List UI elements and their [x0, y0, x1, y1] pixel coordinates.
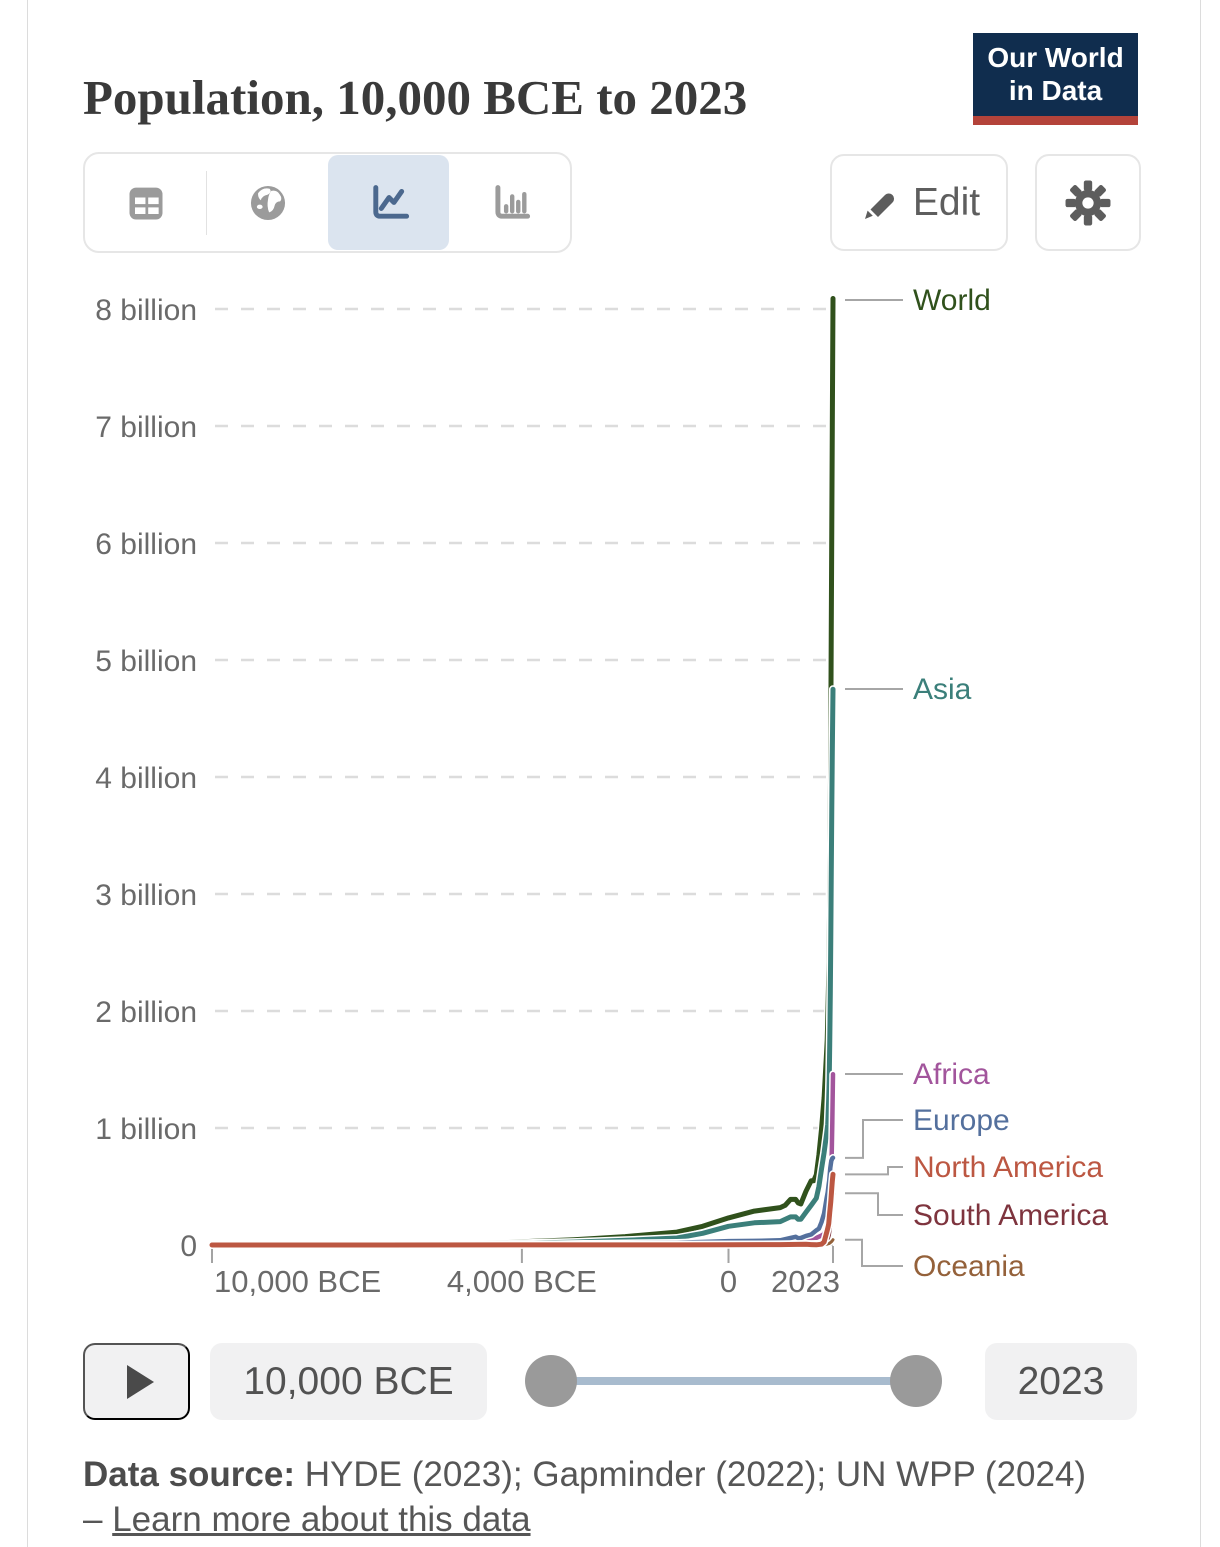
y-axis-label: 0 [180, 1230, 197, 1263]
series-line-africa[interactable] [209, 1071, 836, 1248]
y-axis-label: 4 billion [95, 762, 197, 795]
series-line-casing [208, 1170, 837, 1249]
label-connector [845, 1192, 903, 1216]
page-right-border [1200, 0, 1201, 1547]
timeline-end-year[interactable]: 2023 [985, 1343, 1137, 1420]
data-source-text: HYDE (2023); Gapminder (2022); UN WPP (2… [83, 1455, 1087, 1539]
x-axis-label: 4,000 BCE [447, 1264, 597, 1299]
series-line-asia[interactable] [209, 686, 836, 1248]
series-line-world[interactable] [209, 296, 836, 1247]
toolbar-divider [206, 170, 207, 235]
table-grid-icon [124, 181, 168, 225]
series-line-north-america[interactable] [209, 1171, 836, 1248]
series-label-africa[interactable]: Africa [913, 1058, 990, 1091]
timeline-end-label: 2023 [1017, 1359, 1105, 1403]
globe-icon [246, 181, 290, 225]
y-axis-label: 7 billion [95, 411, 197, 444]
x-axis-label: 2023 [771, 1264, 840, 1299]
play-button[interactable] [83, 1343, 190, 1420]
series-label-south-america[interactable]: South America [913, 1199, 1108, 1232]
edit-button[interactable]: Edit [830, 154, 1008, 251]
timeline-start-year[interactable]: 10,000 BCE [210, 1343, 487, 1420]
view-switcher-toolbar [83, 152, 572, 253]
x-axis-label: 10,000 BCE [214, 1264, 381, 1299]
series-label-world[interactable]: World [913, 284, 991, 317]
line-chart-icon [367, 181, 411, 225]
series-label-north-america[interactable]: North America [913, 1151, 1103, 1184]
data-source-label: Data source: [83, 1455, 296, 1494]
data-source-note: Data source: HYDE (2023); Gapminder (202… [83, 1452, 1088, 1542]
series-label-oceania[interactable]: Oceania [913, 1250, 1025, 1283]
y-axis-label: 3 billion [95, 879, 197, 912]
series-line-casing [208, 685, 837, 1249]
timeline-track[interactable] [551, 1377, 916, 1385]
learn-more-link[interactable]: Learn more about this data [112, 1500, 531, 1539]
timeline-start-handle[interactable] [525, 1355, 577, 1407]
y-axis-label: 2 billion [95, 996, 197, 1029]
series-line-casing [208, 1154, 837, 1249]
series-line-casing [208, 1070, 837, 1249]
owid-logo-line2: in Data [1008, 75, 1103, 106]
timeline-end-handle[interactable] [890, 1355, 942, 1407]
y-axis-label: 5 billion [95, 645, 197, 678]
series-label-asia[interactable]: Asia [913, 673, 972, 706]
gear-icon [1065, 180, 1111, 226]
y-axis-label: 6 billion [95, 528, 197, 561]
edit-button-label: Edit [912, 180, 981, 224]
page-left-border [27, 0, 28, 1547]
x-axis-label: 0 [720, 1264, 737, 1299]
page-title: Population, 10,000 BCE to 2023 [83, 69, 748, 125]
map-view-button[interactable] [207, 155, 328, 250]
series-line-casing [208, 294, 837, 1249]
bar-chart-icon [488, 181, 532, 225]
label-connector [845, 1238, 903, 1267]
y-axis-label: 1 billion [95, 1113, 197, 1146]
label-connector [845, 1119, 903, 1159]
settings-button[interactable] [1035, 154, 1141, 251]
series-line-casing [208, 1189, 837, 1249]
series-line-europe[interactable] [209, 1155, 836, 1248]
play-icon [127, 1364, 154, 1399]
population-line-chart[interactable]: 0 1 billion 2 billion 3 billion 4 billion 5 b… [0, 258, 1220, 1343]
pencil-icon [858, 183, 898, 223]
series-line-south-america[interactable] [209, 1191, 836, 1248]
series-label-europe[interactable]: Europe [913, 1104, 1010, 1137]
owid-logo[interactable]: Our World in Data [973, 33, 1138, 125]
y-axis-label: 8 billion [95, 294, 197, 327]
table-view-button[interactable] [85, 155, 206, 250]
timeline-start-label: 10,000 BCE [243, 1359, 454, 1403]
line-chart-view-button[interactable] [328, 155, 449, 250]
owid-logo-line1: Our World [987, 42, 1124, 73]
bar-chart-view-button[interactable] [449, 155, 570, 250]
label-connector [845, 1166, 903, 1176]
